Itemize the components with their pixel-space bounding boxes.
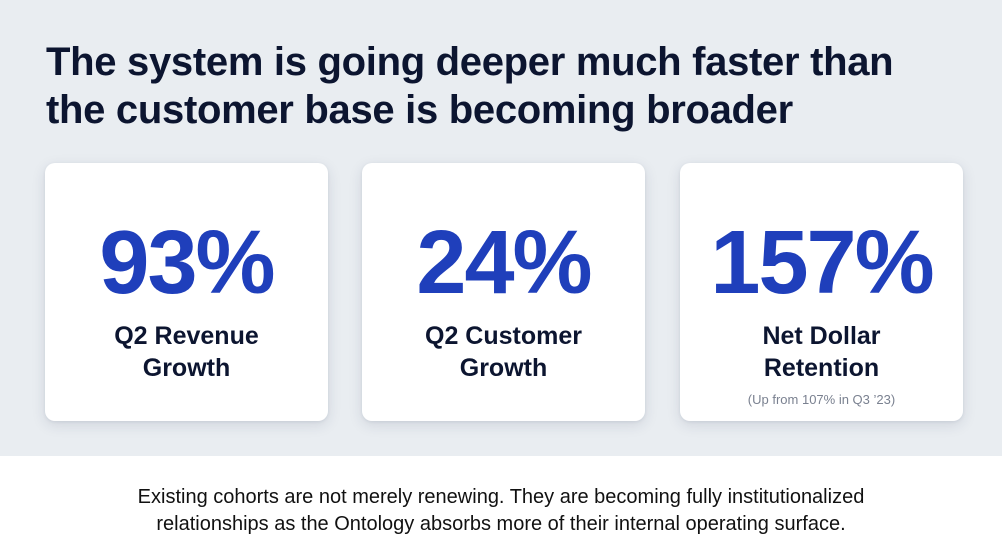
stat-card-revenue-growth: 93% Q2 Revenue Growth: [45, 163, 328, 421]
stat-label-line-2: Growth: [459, 354, 548, 382]
stat-value: 93%: [99, 213, 275, 313]
stat-label-line-1: Q2 Revenue: [114, 322, 259, 350]
footer-caption: Existing cohorts are not merely renewing…: [20, 484, 982, 538]
footer-caption-line-1: Existing cohorts are not merely renewing…: [137, 486, 865, 508]
stat-label: Q2 Customer Growth: [362, 320, 645, 384]
stat-label-line-2: Retention: [763, 354, 880, 382]
header-band: The system is going deeper much faster t…: [0, 0, 1002, 456]
footer-caption-line-2: relationships as the Ontology absorbs mo…: [156, 513, 846, 535]
stat-value: 24%: [416, 213, 592, 313]
stat-footnote: (Up from 107% in Q3 ’23): [747, 392, 896, 407]
stat-card-net-dollar-retention: 157% Net Dollar Retention (Up from 107% …: [680, 163, 963, 421]
page-title: The system is going deeper much faster t…: [46, 38, 966, 134]
stat-label: Q2 Revenue Growth: [45, 320, 328, 384]
stat-label-line-1: Net Dollar: [762, 322, 881, 350]
stat-label-line-1: Q2 Customer: [425, 322, 582, 350]
page-title-line-2: the customer base is becoming broader: [46, 88, 793, 132]
stat-card-customer-growth: 24% Q2 Customer Growth: [362, 163, 645, 421]
stat-value: 157%: [710, 213, 934, 313]
page-title-line-1: The system is going deeper much faster t…: [46, 40, 894, 84]
stat-label: Net Dollar Retention: [680, 320, 963, 384]
stat-label-line-2: Growth: [142, 354, 231, 382]
